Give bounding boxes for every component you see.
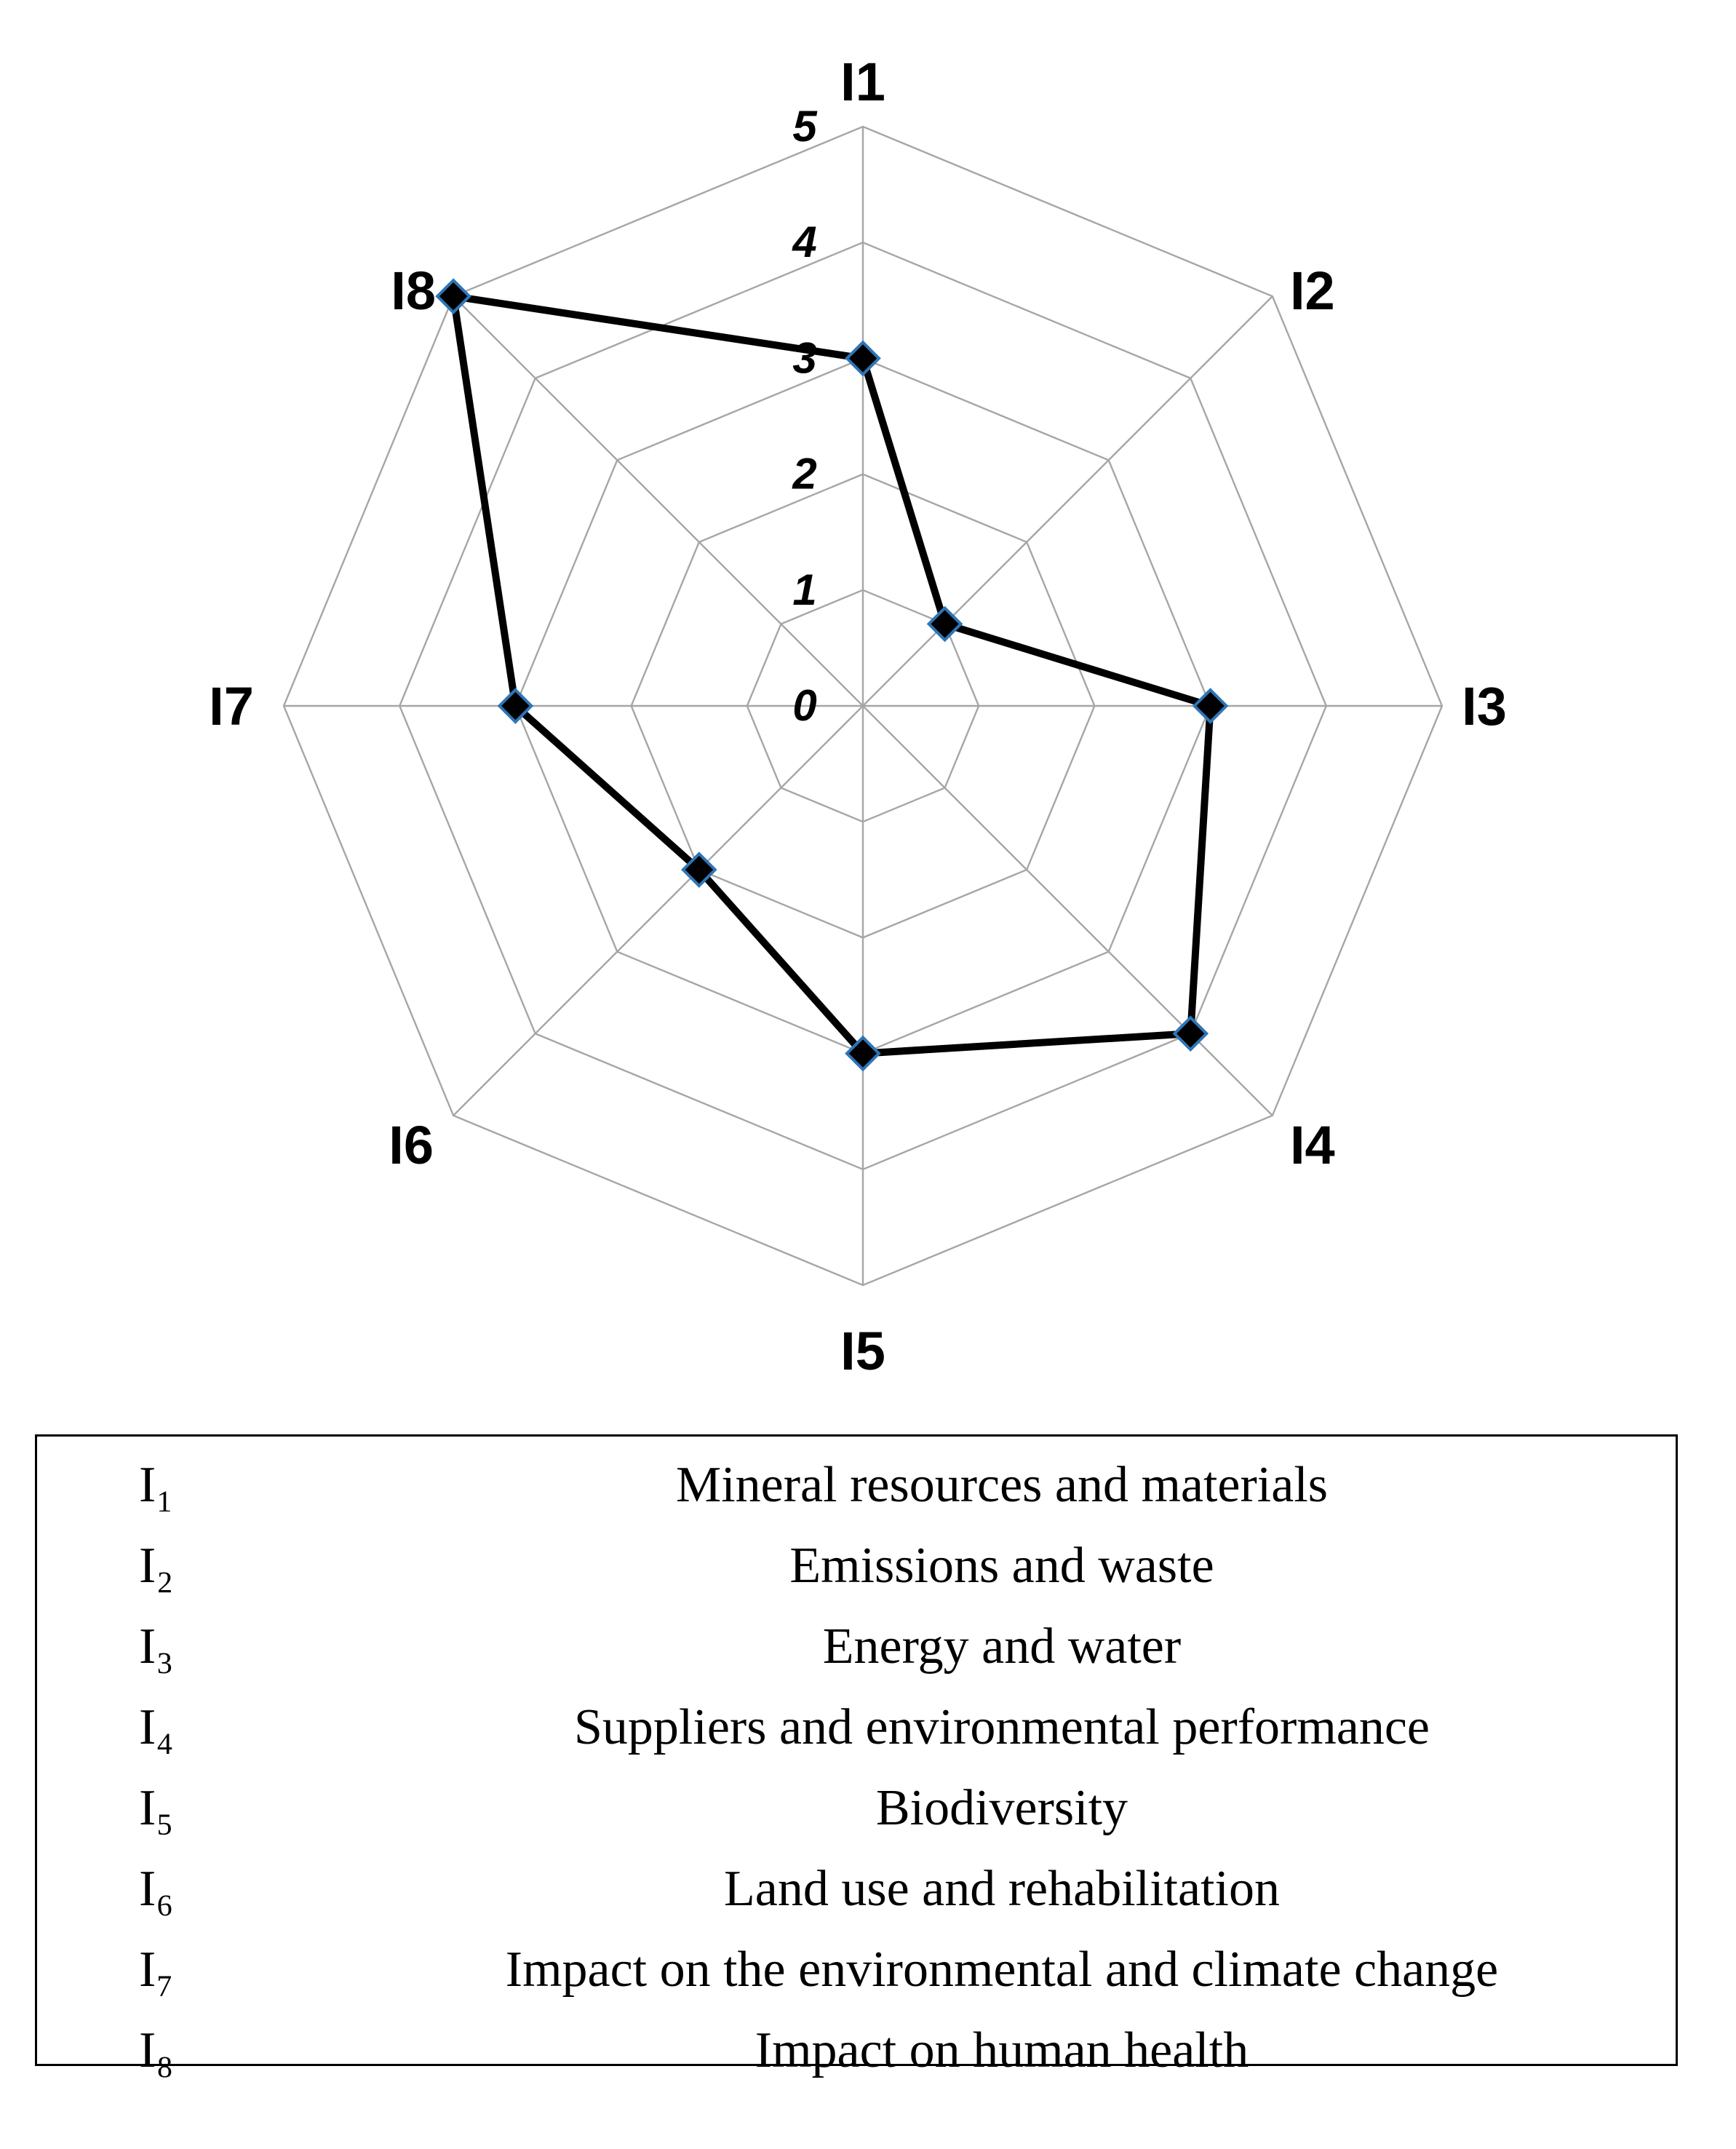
legend-code: I₄ bbox=[139, 1699, 174, 1755]
legend-row: I₈ Impact on human health bbox=[37, 2011, 1676, 2091]
axis-spoke-4 bbox=[862, 705, 1273, 1116]
radar-chart: 0 1 2 3 4 5 I1 I2 I3 I4 I5 I6 I7 I8 bbox=[209, 52, 1507, 1381]
data-point-i4 bbox=[1172, 1015, 1209, 1052]
legend-description: Biodiversity bbox=[875, 1780, 1128, 1836]
legend-code: I₃ bbox=[139, 1618, 174, 1675]
data-point-i3 bbox=[1192, 688, 1229, 724]
legend-row: I₄ Suppliers and environmental performanc… bbox=[37, 1688, 1676, 1768]
axis-label-i2: I2 bbox=[1290, 261, 1335, 321]
data-point-i2 bbox=[926, 605, 963, 643]
data-point-i8 bbox=[435, 278, 471, 314]
legend-row: I₃ Energy and water bbox=[37, 1607, 1676, 1687]
data-point-i1 bbox=[845, 340, 881, 377]
legend-description: Energy and water bbox=[822, 1618, 1182, 1675]
legend-description: Mineral resources and materials bbox=[675, 1457, 1329, 1513]
axis-label-i7: I7 bbox=[209, 676, 254, 736]
legend-code: I₆ bbox=[139, 1861, 174, 1917]
tick-label-4: 4 bbox=[792, 218, 816, 266]
axis-label-i8: I8 bbox=[391, 261, 436, 321]
axis-spoke-6 bbox=[453, 705, 864, 1116]
tick-label-5: 5 bbox=[792, 102, 818, 151]
tick-label-2: 2 bbox=[792, 450, 816, 498]
radial-tick-labels: 0 1 2 3 4 5 bbox=[792, 102, 818, 730]
legend-code: I₈ bbox=[139, 2022, 174, 2078]
series-layer bbox=[435, 278, 1229, 1072]
legend-code: I₅ bbox=[139, 1780, 174, 1836]
legend-code: I₂ bbox=[139, 1538, 174, 1594]
data-point-i5 bbox=[845, 1035, 881, 1072]
axis-label-i6: I6 bbox=[389, 1115, 434, 1175]
legend-description: Suppliers and environmental performance bbox=[574, 1699, 1430, 1755]
legend-description: Impact on the environmental and climate … bbox=[505, 1942, 1499, 1998]
legend-code: I₁ bbox=[139, 1457, 174, 1513]
tick-label-0: 0 bbox=[792, 681, 816, 730]
radar-grid bbox=[282, 125, 1444, 1287]
axis-label-i4: I4 bbox=[1290, 1115, 1335, 1175]
legend-description: Impact on human health bbox=[754, 2022, 1249, 2078]
axis-spoke-2 bbox=[862, 295, 1273, 707]
tick-label-1: 1 bbox=[792, 565, 816, 614]
legend-row: I₂ Emissions and waste bbox=[37, 1526, 1676, 1606]
legend-description: Emissions and waste bbox=[789, 1538, 1214, 1594]
tick-label-3: 3 bbox=[792, 333, 816, 382]
axis-spoke-8 bbox=[453, 295, 864, 707]
axis-label-i5: I5 bbox=[840, 1321, 885, 1381]
axis-labels: I1 I2 I3 I4 I5 I6 I7 I8 bbox=[209, 52, 1507, 1381]
data-point-i6 bbox=[681, 851, 717, 888]
legend-row: I₅ Biodiversity bbox=[37, 1768, 1676, 1848]
legend-row: I₁ Mineral resources and materials bbox=[37, 1445, 1676, 1525]
axis-label-i1: I1 bbox=[840, 52, 885, 112]
axis-label-i3: I3 bbox=[1462, 676, 1507, 736]
data-point-i7 bbox=[497, 688, 534, 724]
legend-row: I₇ Impact on the environmental and climat… bbox=[37, 1930, 1676, 2010]
legend-row: I₆ Land use and rehabilitation bbox=[37, 1849, 1676, 1929]
indicator-legend-table: I₁ Mineral resources and materials I₂ Emiss… bbox=[35, 1434, 1678, 2078]
legend-description: Land use and rehabilitation bbox=[724, 1861, 1280, 1917]
legend-code: I₇ bbox=[139, 1942, 174, 1998]
